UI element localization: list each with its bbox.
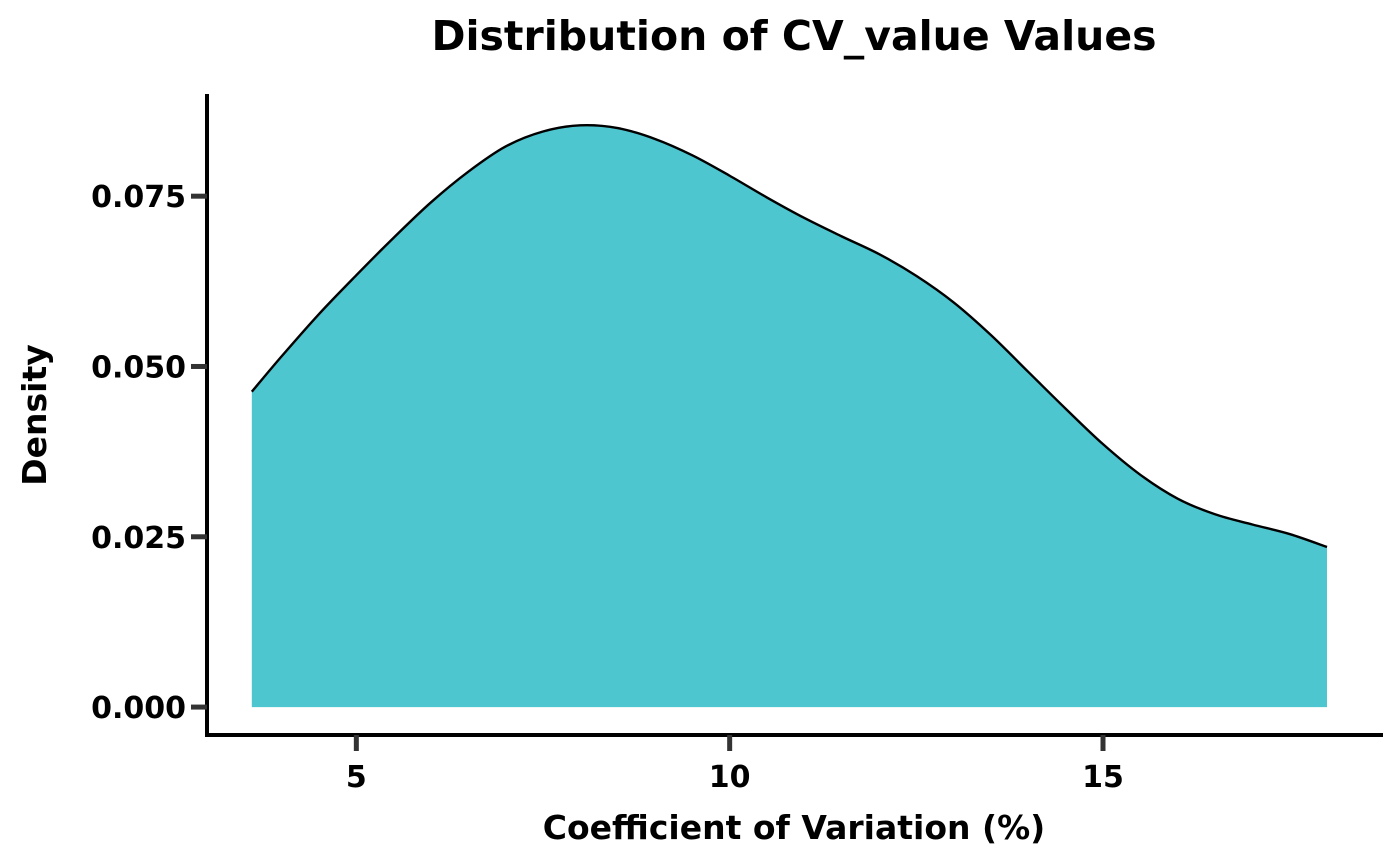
y-tick-label: 0.050	[91, 350, 186, 385]
y-tick-label: 0.025	[91, 521, 186, 556]
plot-area	[250, 123, 1328, 708]
y-tick-label: 0.075	[91, 180, 186, 215]
x-axis-label: Coefficient of Variation (%)	[543, 808, 1045, 847]
x-tick-label: 10	[709, 760, 751, 795]
y-axis-label: Density	[15, 344, 54, 486]
x-tick-label: 5	[346, 760, 367, 795]
x-axis-ticks: 5 10 15	[346, 735, 1124, 795]
y-tick-label: 0.000	[91, 691, 186, 726]
density-area	[251, 125, 1327, 708]
chart-title: Distribution of CV_value Values	[431, 12, 1156, 60]
density-curve	[250, 123, 1328, 549]
x-tick-label: 15	[1082, 760, 1124, 795]
y-axis-ticks: 0.000 0.025 0.050 0.075	[91, 180, 207, 726]
